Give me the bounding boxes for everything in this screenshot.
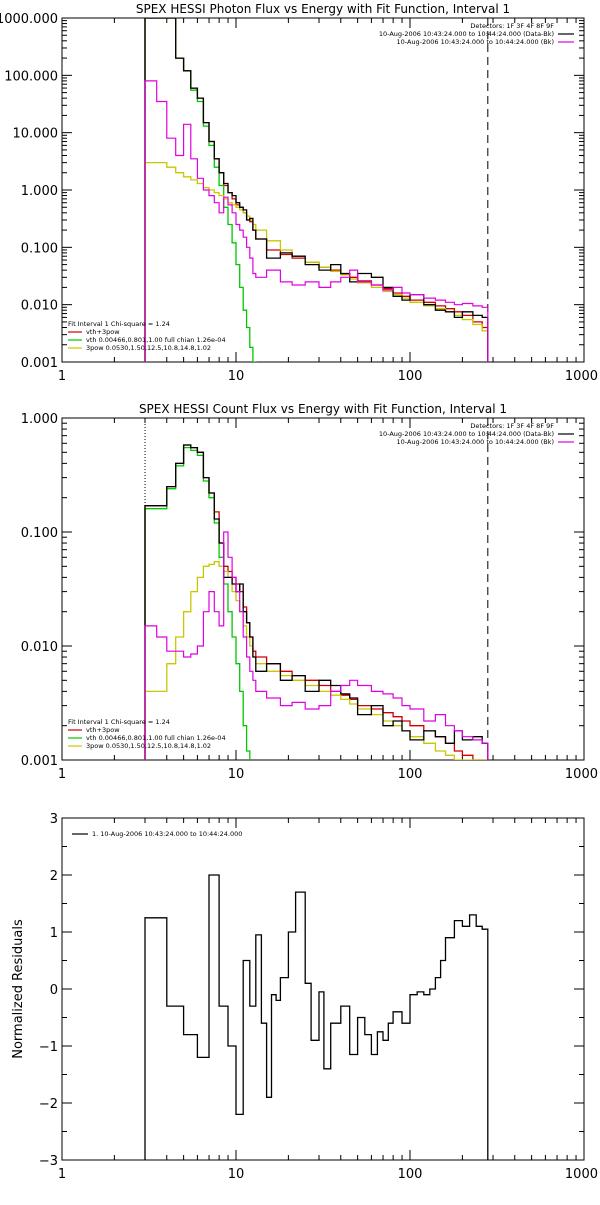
plot-frame bbox=[61, 417, 585, 761]
plot-area bbox=[144, 418, 489, 760]
chart-title: SPEX HESSI Photon Flux vs Energy with Fi… bbox=[136, 2, 510, 16]
y-tick-label: −2 bbox=[39, 1097, 58, 1112]
y-tick-label: 0.100 bbox=[21, 241, 58, 256]
y-tick-label: 1.000 bbox=[21, 412, 58, 427]
y-tick-label: 0.001 bbox=[21, 754, 58, 769]
x-tick-label: 100 bbox=[398, 1167, 423, 1182]
x-tick-label: 1 bbox=[58, 767, 66, 782]
plot-area bbox=[144, 18, 489, 362]
legend-bottom-left: Fit Interval 1 Chi-square = 1.24vth+3pow… bbox=[68, 320, 226, 352]
series-line-3 bbox=[144, 161, 489, 362]
legend-text: 10-Aug-2006 10:43:24.000 to 10:44:24.000… bbox=[379, 30, 554, 38]
legend-title: Fit Interval 1 Chi-square = 1.24 bbox=[68, 320, 170, 328]
legend-text: Detectors: 1F 3F 4F 8F 9F bbox=[470, 422, 554, 430]
x-tick-label: 1 bbox=[58, 369, 66, 384]
x-tick-label: 10 bbox=[228, 369, 245, 384]
series-line-5 bbox=[144, 531, 489, 760]
y-tick-label: −1 bbox=[39, 1040, 58, 1055]
chart-panel-3: 1 10 100 1000 −3 −2 −1 0 1 2 3 Normalized Residuals… bbox=[11, 812, 598, 1182]
chart-panel-1: SPEX HESSI Photon Flux vs Energy with Fi… bbox=[0, 2, 598, 384]
legend-text: vth+3pow bbox=[86, 328, 120, 336]
y-tick-label: 3 bbox=[50, 812, 58, 827]
y-tick-label: 0.001 bbox=[21, 356, 58, 371]
legend-text: 1. 10-Aug-2006 10:43:24.000 to 10:44:24.… bbox=[92, 830, 242, 838]
legend-text: vth+3pow bbox=[86, 726, 120, 734]
x-tick-label: 1000 bbox=[565, 767, 598, 782]
legend-bottom-left: Fit Interval 1 Chi-square = 1.24vth+3pow… bbox=[68, 718, 226, 750]
x-tick-label: 1 bbox=[58, 1167, 66, 1182]
y-tick-label: 10.000 bbox=[13, 127, 59, 142]
y-tick-label: 1 bbox=[50, 926, 58, 941]
legend-text: Detectors: 1F 3F 4F 8F 9F bbox=[470, 22, 554, 30]
series-line-4 bbox=[144, 18, 489, 362]
legend-text: vth 0.00466,0.801,1.00 full chian 1.26e-… bbox=[86, 336, 226, 344]
y-tick-label: 100.000 bbox=[4, 69, 58, 84]
y-tick-label: 2 bbox=[50, 869, 58, 884]
y-tick-label: 1000.000 bbox=[0, 12, 58, 27]
y-axis-label: Normalized Residuals bbox=[11, 919, 26, 1059]
legend-text: 10-Aug-2006 10:43:24.000 to 10:44:24.000… bbox=[397, 438, 554, 446]
plot-frame bbox=[61, 17, 585, 363]
legend-text: 10-Aug-2006 10:43:24.000 to 10:44:24.000… bbox=[397, 38, 554, 46]
series-line-1 bbox=[144, 444, 488, 760]
y-tick-label: 0.100 bbox=[21, 526, 58, 541]
series-line-2 bbox=[144, 18, 489, 362]
series-line-2 bbox=[144, 446, 489, 760]
legend-text: 3pow 0.0530,1.50,12.5,10.8,14.8,1.02 bbox=[86, 344, 211, 352]
legend-text: vth 0.00466,0.801,1.00 full chian 1.26e-… bbox=[86, 734, 226, 742]
x-tick-label: 1000 bbox=[565, 1167, 598, 1182]
series-line-5 bbox=[144, 80, 489, 362]
legend-text: 3pow 0.0530,1.50,12.5,10.8,14.8,1.02 bbox=[86, 742, 211, 750]
y-tick-label: −3 bbox=[39, 1154, 58, 1169]
y-tick-label: 1.000 bbox=[21, 184, 58, 199]
x-tick-label: 10 bbox=[228, 767, 245, 782]
plot-area bbox=[144, 874, 489, 1160]
x-tick-label: 100 bbox=[398, 369, 423, 384]
plot-frame bbox=[61, 817, 585, 1161]
chart-panel-2: SPEX HESSI Count Flux vs Energy with Fit… bbox=[21, 402, 598, 782]
y-tick-label: 0 bbox=[50, 983, 58, 998]
y-tick-label: 0.010 bbox=[21, 299, 58, 314]
series-line-3 bbox=[144, 560, 488, 760]
y-tick-label: 0.010 bbox=[21, 640, 58, 655]
series-line-1 bbox=[144, 874, 489, 1160]
legend-top-left: 1. 10-Aug-2006 10:43:24.000 to 10:44:24.… bbox=[72, 830, 242, 838]
x-tick-label: 10 bbox=[228, 1167, 245, 1182]
chart-title: SPEX HESSI Count Flux vs Energy with Fit… bbox=[139, 402, 507, 416]
x-tick-label: 1000 bbox=[565, 369, 598, 384]
series-line-4 bbox=[144, 444, 489, 760]
x-tick-label: 100 bbox=[398, 767, 423, 782]
legend-title: Fit Interval 1 Chi-square = 1.24 bbox=[68, 718, 170, 726]
legend-text: 10-Aug-2006 10:43:24.000 to 10:44:24.000… bbox=[379, 430, 554, 438]
